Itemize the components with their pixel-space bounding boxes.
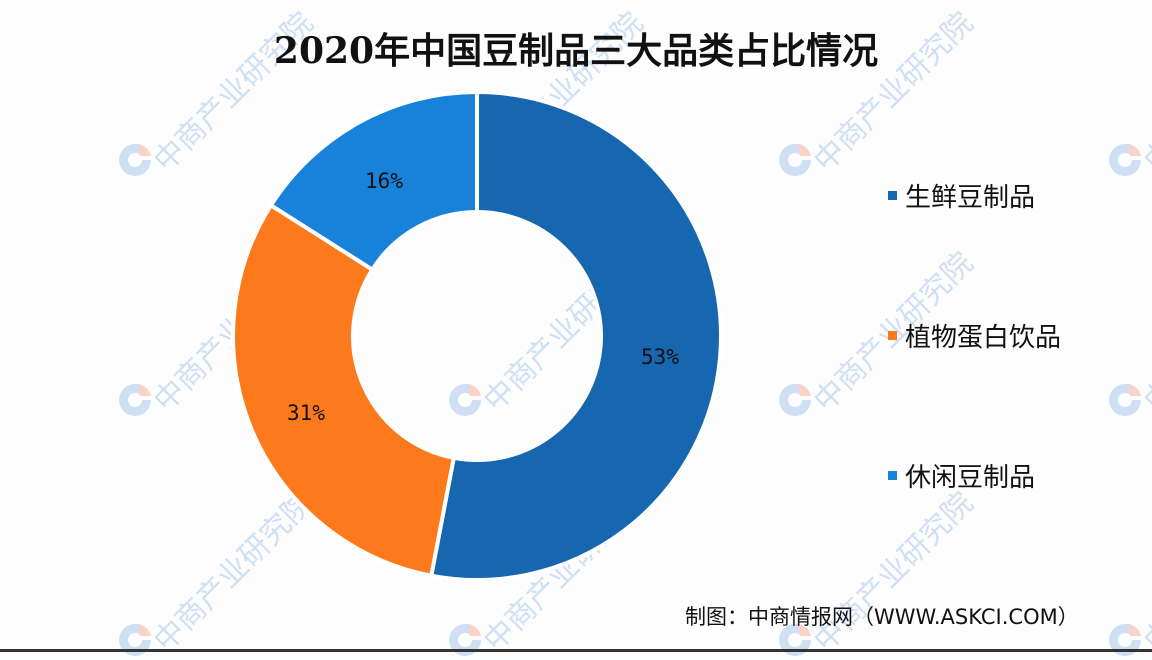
source-credit: 制图：中商情报网（WWW.ASKCI.COM） bbox=[685, 605, 1079, 629]
slice-fresh-soy bbox=[428, 89, 723, 582]
legend-label: 休闲豆制品 bbox=[905, 463, 1036, 493]
legend-label: 植物蛋白饮品 bbox=[905, 323, 1062, 353]
data-label: 31% bbox=[287, 401, 325, 425]
data-label: 16% bbox=[365, 169, 403, 193]
data-label: 53% bbox=[641, 345, 679, 369]
slice-plant-protein-drink bbox=[231, 202, 457, 579]
chart-title: 2020年中国豆制品三大品类占比情况 bbox=[273, 30, 879, 72]
legend-item-snack-soy: 休闲豆制品 bbox=[888, 457, 1035, 494]
legend-swatch-icon bbox=[888, 191, 897, 200]
legend-label: 生鲜豆制品 bbox=[905, 183, 1036, 213]
legend-swatch-icon bbox=[888, 471, 897, 480]
slice-snack-soy bbox=[268, 89, 479, 273]
legend-swatch-icon bbox=[888, 331, 897, 340]
legend-item-plant-protein-drink: 植物蛋白饮品 bbox=[888, 317, 1061, 354]
bottom-border bbox=[0, 649, 1152, 652]
legend-item-fresh-soy: 生鲜豆制品 bbox=[888, 177, 1035, 214]
